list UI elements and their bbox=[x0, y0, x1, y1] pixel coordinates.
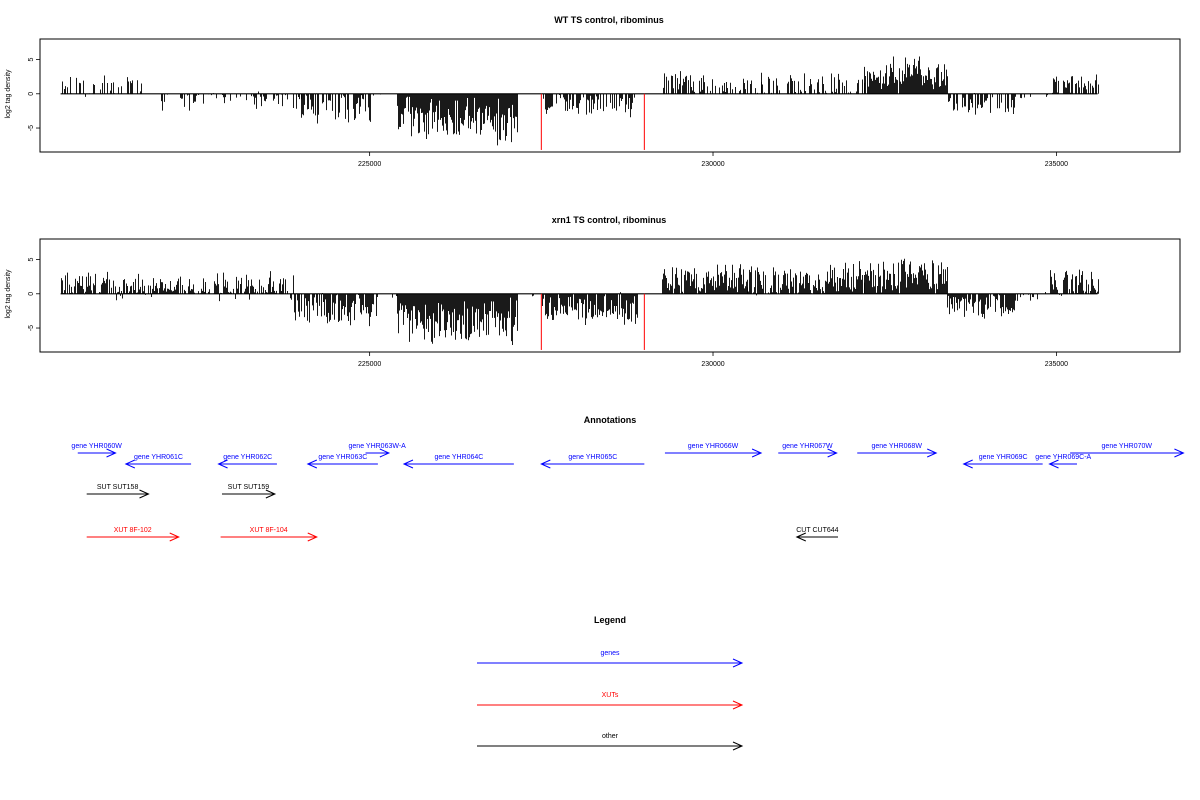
feature-label: gene YHR066W bbox=[688, 443, 739, 450]
y-tick-label: 5 bbox=[28, 57, 35, 61]
feature-xut-8f-104: XUT 8F-104 bbox=[220, 527, 318, 542]
feature-arrowhead bbox=[795, 532, 806, 542]
feature-label: gene YHR063W-A bbox=[349, 443, 407, 450]
x-axis: 225000 230000 235000 bbox=[358, 152, 1068, 168]
feature-label: gene YHR064C bbox=[434, 454, 483, 461]
plot-frame bbox=[39, 238, 1181, 353]
feature-gene-yhr067w: gene YHR067W bbox=[778, 443, 838, 458]
feature-arrowhead bbox=[827, 448, 838, 458]
feature-label: gene YHR060W bbox=[71, 443, 122, 450]
feature-gene-yhr069c: gene YHR069C bbox=[962, 454, 1043, 469]
x-tick-label: 235000 bbox=[1045, 161, 1068, 168]
feature-gene-yhr062c: gene YHR062C bbox=[217, 454, 277, 469]
feature-arrowhead bbox=[927, 448, 938, 458]
feature-arrowhead bbox=[306, 459, 318, 469]
feature-gene-yhr063c: gene YHR063C bbox=[306, 454, 378, 469]
feature-gene-yhr064c: gene YHR064C bbox=[402, 454, 514, 469]
feature-label: gene YHR070W bbox=[1102, 443, 1153, 450]
feature-label: XUT 8F-102 bbox=[114, 527, 152, 534]
feature-gene-yhr065c: gene YHR065C bbox=[540, 454, 645, 469]
legend-arrowhead bbox=[732, 700, 744, 710]
feature-arrowhead bbox=[265, 489, 277, 499]
feature-label: SUT SUT158 bbox=[97, 484, 139, 491]
feature-gene-yhr070w: gene YHR070W bbox=[1070, 443, 1185, 458]
feature-arrowhead bbox=[124, 459, 136, 469]
feature-label: SUT SUT159 bbox=[228, 484, 270, 491]
x-tick-label: 230000 bbox=[701, 161, 724, 168]
feature-arrowhead bbox=[1174, 448, 1185, 458]
feature-label: gene YHR067W bbox=[782, 443, 833, 450]
feature-cut-cut644: CUT CUT644 bbox=[795, 527, 839, 542]
feature-xut-8f-102: XUT 8F-102 bbox=[86, 527, 180, 542]
coverage-bars bbox=[60, 258, 1099, 350]
y-tick-label: 0 bbox=[28, 92, 35, 96]
feature-arrowhead bbox=[402, 459, 414, 469]
y-tick-label: 5 bbox=[28, 257, 35, 261]
feature-arrowhead bbox=[379, 448, 391, 458]
legend-entry-other: other bbox=[477, 733, 744, 751]
y-tick-label: -5 bbox=[28, 125, 35, 131]
plot-frame bbox=[39, 38, 1181, 153]
y-axis: -5 0 5 bbox=[28, 257, 40, 331]
feature-label: gene YHR061C bbox=[134, 454, 183, 461]
feature-arrowhead bbox=[169, 532, 180, 542]
coverage-track-xrn1: xrn1 TS control, ribominus log2 tag dens… bbox=[5, 215, 1181, 368]
x-tick-label: 230000 bbox=[701, 361, 724, 368]
feature-arrowhead bbox=[962, 459, 973, 469]
feature-gene-yhr068w: gene YHR068W bbox=[857, 443, 938, 458]
x-tick-label: 235000 bbox=[1045, 361, 1068, 368]
feature-label: gene YHR069C-A bbox=[1035, 454, 1091, 461]
legend: Legend genes XUTs other bbox=[477, 615, 744, 751]
feature-label: XUT 8F-104 bbox=[250, 527, 288, 534]
legend-label: genes bbox=[600, 650, 620, 657]
feature-label: gene YHR065C bbox=[568, 454, 617, 461]
feature-gene-yhr069c-a: gene YHR069C-A bbox=[1035, 454, 1092, 469]
x-axis: 225000 230000 235000 bbox=[358, 352, 1068, 368]
y-axis: -5 0 5 bbox=[28, 57, 40, 131]
track-title: xrn1 TS control, ribominus bbox=[552, 215, 667, 225]
legend-arrowhead bbox=[732, 658, 744, 668]
y-tick-label: -5 bbox=[28, 325, 35, 331]
feature-arrowhead bbox=[751, 448, 763, 458]
feature-gene-yhr060w: gene YHR060W bbox=[71, 443, 122, 458]
feature-label: gene YHR068W bbox=[871, 443, 922, 450]
feature-gene-yhr066w: gene YHR066W bbox=[664, 443, 763, 458]
feature-label: gene YHR062C bbox=[223, 454, 272, 461]
feature-arrowhead bbox=[139, 489, 150, 499]
x-tick-label: 225000 bbox=[358, 361, 381, 368]
x-tick-label: 225000 bbox=[358, 161, 381, 168]
legend-label: XUTs bbox=[602, 692, 619, 699]
legend-entries: genes XUTs other bbox=[477, 650, 744, 751]
feature-arrowhead bbox=[106, 448, 117, 458]
legend-entry-gene: genes bbox=[477, 650, 744, 668]
feature-arrowhead bbox=[540, 459, 551, 469]
annotations-title: Annotations bbox=[584, 415, 637, 425]
y-tick-label: 0 bbox=[28, 292, 35, 296]
legend-arrowhead bbox=[732, 741, 744, 751]
feature-arrowhead bbox=[1048, 459, 1059, 469]
track-title: WT TS control, ribominus bbox=[554, 15, 664, 25]
legend-label: other bbox=[602, 733, 619, 740]
feature-sut-sut159: SUT SUT159 bbox=[221, 484, 277, 499]
feature-sut-sut158: SUT SUT158 bbox=[86, 484, 150, 499]
legend-entry-xut: XUTs bbox=[477, 692, 744, 710]
feature-label: gene YHR063C bbox=[318, 454, 367, 461]
coverage-bars bbox=[60, 56, 1099, 150]
feature-arrows: gene YHR060W gene YHR061C gene YHR062C gene… bbox=[71, 443, 1185, 542]
legend-title: Legend bbox=[594, 615, 626, 625]
y-axis-label: log2 tag density bbox=[5, 69, 12, 119]
feature-arrowhead bbox=[307, 532, 318, 542]
y-axis-label: log2 tag density bbox=[5, 269, 12, 319]
feature-gene-yhr061c: gene YHR061C bbox=[124, 454, 192, 469]
feature-arrowhead bbox=[217, 459, 228, 469]
feature-label: gene YHR069C bbox=[979, 454, 1028, 461]
coverage-track-wt: WT TS control, ribominus log2 tag densit… bbox=[5, 15, 1181, 168]
feature-gene-yhr063w-a: gene YHR063W-A bbox=[349, 443, 407, 458]
feature-label: CUT CUT644 bbox=[796, 527, 838, 534]
